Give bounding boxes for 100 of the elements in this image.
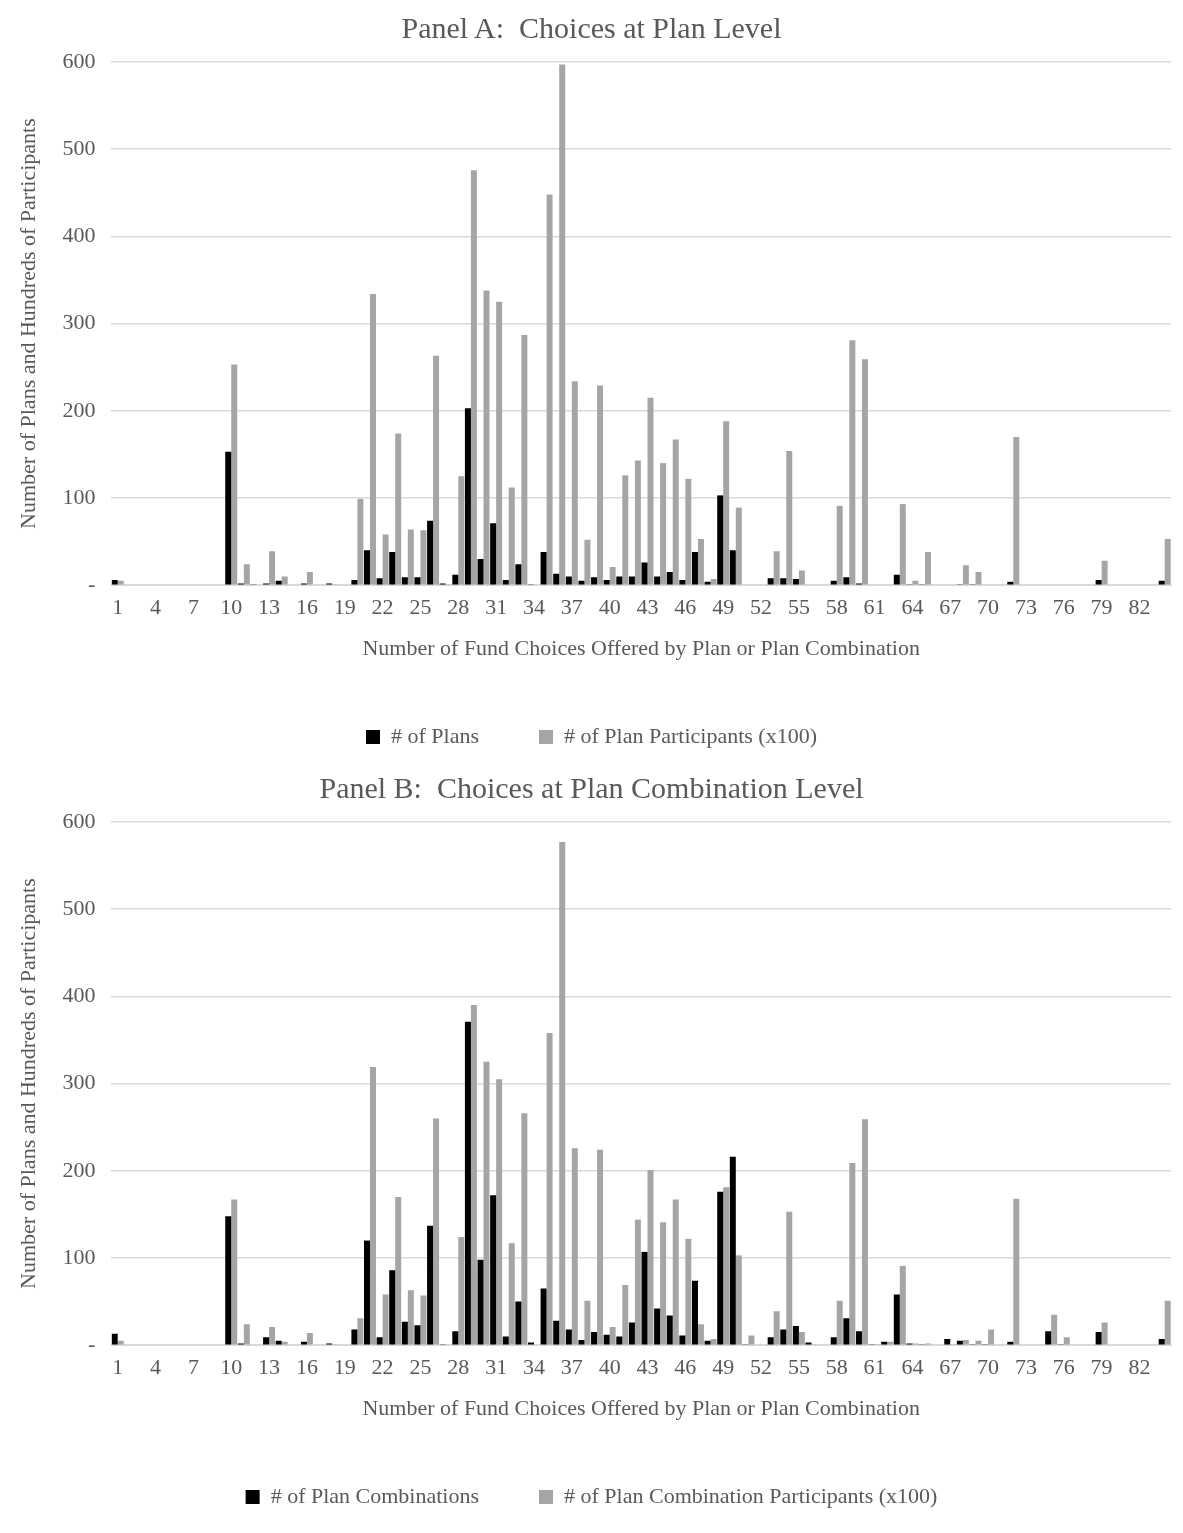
bar — [496, 1079, 503, 1345]
bar — [628, 1322, 635, 1345]
bar — [553, 573, 560, 585]
bar — [748, 1335, 755, 1345]
bar — [483, 1061, 490, 1345]
bar — [433, 1118, 440, 1345]
bar — [679, 1335, 686, 1345]
x-tick-label: 16 — [295, 594, 318, 620]
bar — [565, 1329, 572, 1345]
bar — [609, 1326, 616, 1345]
x-tick-label: 25 — [409, 1354, 432, 1380]
bar — [616, 1336, 623, 1345]
x-tick-label: 61 — [863, 594, 886, 620]
bar — [849, 340, 856, 585]
x-tick-label: 28 — [447, 594, 470, 620]
bar — [458, 476, 465, 585]
bar — [364, 550, 370, 585]
x-tick-label: 49 — [712, 594, 735, 620]
x-tick-label: 64 — [901, 594, 924, 620]
bar — [414, 577, 421, 585]
legend-label: # of Plan Combination Participants (x100) — [564, 1482, 938, 1508]
bar — [490, 523, 497, 585]
x-tick-label: 73 — [1014, 1354, 1037, 1380]
bar — [836, 1300, 843, 1345]
bar — [395, 433, 402, 585]
bar — [508, 1243, 515, 1345]
x-tick-label: 4 — [150, 1354, 162, 1380]
x-tick-label: 67 — [939, 594, 962, 620]
bar — [269, 551, 276, 585]
y-tick-label: - — [88, 570, 96, 596]
bar — [767, 1337, 774, 1345]
bar — [111, 1333, 118, 1345]
bar — [691, 552, 698, 585]
bar — [263, 1337, 270, 1345]
y-axis-title: Number of Plans and Hundreds of Participants — [14, 118, 40, 529]
bar — [634, 1219, 641, 1345]
x-tick-label: 46 — [674, 594, 697, 620]
bar — [975, 572, 982, 585]
bar — [849, 1162, 856, 1345]
bar — [464, 1021, 471, 1345]
x-tick-label: 67 — [939, 1354, 962, 1380]
x-tick-label: 34 — [522, 1354, 545, 1380]
bar — [735, 507, 742, 585]
legend-label: # of Plans — [391, 722, 480, 748]
bar — [470, 1005, 477, 1345]
bar — [540, 552, 547, 585]
bar — [521, 334, 528, 585]
bar — [641, 562, 648, 585]
x-tick-label: 40 — [598, 1354, 621, 1380]
bar — [483, 290, 490, 585]
bar — [1063, 1337, 1070, 1345]
bar — [584, 1300, 591, 1345]
y-tick-label: 300 — [62, 309, 96, 335]
x-tick-label: 1 — [112, 1354, 124, 1380]
bar — [962, 565, 969, 585]
bar — [666, 572, 673, 585]
x-tick-label: 19 — [333, 594, 356, 620]
bar — [369, 1067, 376, 1345]
bar — [622, 1285, 629, 1345]
bar — [357, 498, 364, 585]
legend-label: # of Plan Participants (x100) — [564, 722, 817, 748]
bar — [729, 550, 736, 585]
x-tick-label: 76 — [1052, 1354, 1075, 1380]
y-tick-label: 100 — [62, 483, 96, 509]
bar — [616, 576, 623, 585]
x-tick-label: 40 — [598, 594, 621, 620]
y-tick-label: 500 — [62, 894, 96, 920]
bar — [414, 1325, 421, 1345]
x-tick-label: 52 — [750, 1354, 773, 1380]
bar — [1095, 1332, 1102, 1345]
bar — [591, 1332, 598, 1345]
bar — [490, 1195, 497, 1345]
bar — [382, 534, 389, 585]
bar — [420, 530, 427, 585]
bar — [830, 1337, 837, 1345]
bar — [225, 451, 232, 585]
x-tick-label: 37 — [560, 594, 583, 620]
y-tick-label: 400 — [62, 222, 96, 248]
bar — [571, 381, 578, 585]
bar — [628, 576, 635, 585]
x-tick-label: 13 — [258, 594, 281, 620]
bar — [502, 1336, 509, 1345]
bar — [792, 579, 799, 585]
bar — [243, 564, 250, 585]
bar — [470, 170, 477, 585]
bar — [427, 520, 434, 585]
bar — [225, 1216, 232, 1345]
x-tick-label: 7 — [187, 594, 199, 620]
y-tick-label: 400 — [62, 982, 96, 1008]
x-tick-label: 52 — [750, 594, 773, 620]
bar — [786, 1211, 793, 1345]
bar — [893, 574, 900, 585]
bar — [861, 359, 868, 585]
bar — [666, 1315, 673, 1345]
bar — [565, 576, 572, 585]
bar — [773, 551, 780, 585]
bar — [925, 552, 932, 585]
x-tick-label: 4 — [150, 594, 162, 620]
y-tick-label: 600 — [62, 807, 96, 833]
bar — [843, 577, 850, 585]
